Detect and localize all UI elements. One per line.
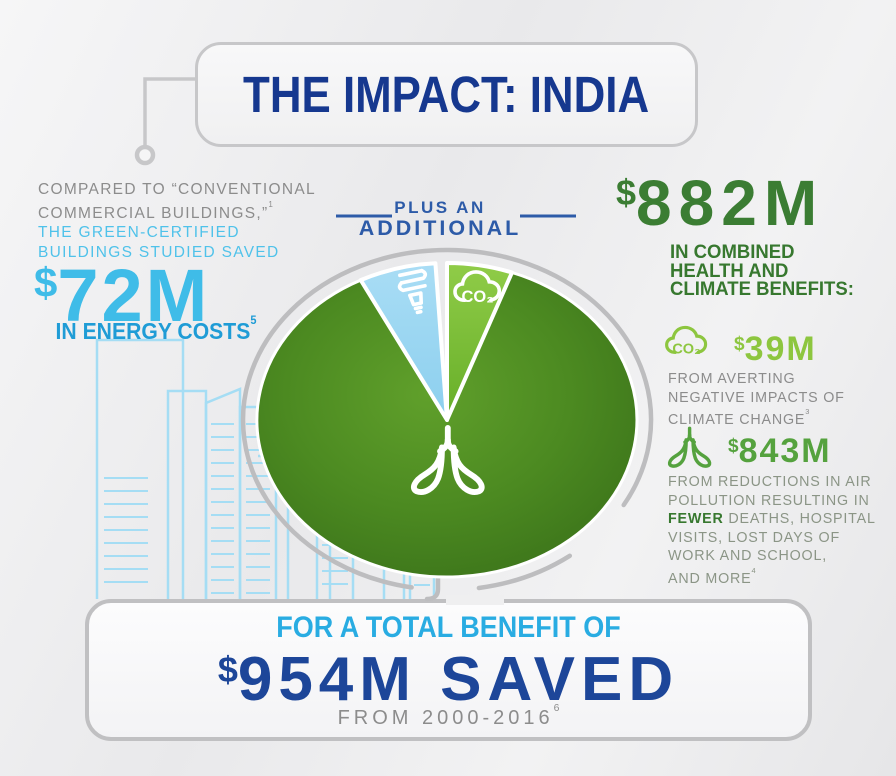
footnote-3: 3 [805,407,810,417]
plus-an-additional: PLUS AN ADDITIONAL [325,199,555,240]
pie-slice-energy [358,261,449,422]
intro-blue-line-2: BUILDINGS STUDIED SAVED [38,243,280,261]
total-benefit-caption: FOR A TOTAL BENEFIT OF [276,611,621,644]
lungs-icon-right [667,426,712,468]
co2-label: CO₂ [461,288,493,306]
combined-benefits-caption: IN COMBINED HEALTH AND CLIMATE BENEFITS: [670,243,854,299]
caption-line-1: IN COMBINED [670,241,795,263]
health-line-6: AND MORE4 [668,565,756,587]
health-line-3: FEWER DEATHS, HOSPITAL [668,511,876,528]
total-benefit-period: FROM 2000-20166 [337,702,560,729]
co2-cloud-icon-right: CO₂ [665,325,708,358]
climate-benefit-amount: $39M [734,330,817,368]
currency-sign: $ [728,436,739,457]
climate-line-1: FROM AVERTING [668,371,796,387]
total-benefit-box [85,599,812,741]
climate-benefit-paragraph: FROM AVERTING NEGATIVE IMPACTS OF CLIMAT… [668,370,845,430]
page-title: THE IMPACT: INDIA [243,66,650,123]
co2-cloud-icon: CO₂ [453,270,502,306]
energy-savings-caption: IN ENERGY COSTS5 [55,312,257,344]
health-benefit-paragraph: FROM REDUCTIONS IN AIR POLLUTION RESULTI… [668,473,876,588]
cfl-bulb-icon [395,268,435,317]
pie-chart: CO₂ [255,261,639,579]
energy-savings-amount: $72M [34,254,211,337]
intro-gray-line-2: COMMERCIAL BUILDINGS,”1 [38,200,273,222]
lungs-icon [414,428,482,492]
health-line-4: VISITS, LOST DAYS OF [668,529,840,546]
health-line-2: POLLUTION RESULTING IN [668,492,870,509]
additional-line: ADDITIONAL [358,216,522,240]
plus-an-line: PLUS AN [394,198,486,217]
pie-ring-arc [240,247,654,602]
climate-line-3: CLIMATE CHANGE3 [668,407,810,428]
fewer-emphasis: FEWER [668,511,724,528]
pie-slice-climate [445,261,514,422]
health-line-1: FROM REDUCTIONS IN AIR [668,474,872,490]
co2-label-right: CO₂ [672,342,700,358]
skyline-buildings [95,338,436,599]
currency-sign: $ [34,259,58,306]
caption-line-3: CLIMATE BENEFITS: [670,278,854,300]
intro-gray-line-1: COMPARED TO “CONVENTIONAL [38,181,316,198]
currency-sign: $ [217,649,238,690]
connector-dot-icon [134,144,156,166]
climate-line-2: NEGATIVE IMPACTS OF [668,389,845,406]
intro-blue-line-1: THE GREEN-CERTIFIED [38,224,240,242]
left-intro-paragraph: COMPARED TO “CONVENTIONAL COMMERCIAL BUI… [38,180,316,262]
currency-sign: $ [616,172,637,213]
title-connector-line [134,77,195,166]
footnote-4: 4 [751,565,756,575]
footnote-6: 6 [553,702,560,714]
currency-sign: $ [734,334,745,355]
title-box: THE IMPACT: INDIA [195,42,698,147]
combined-benefits-amount: $882M [616,167,825,239]
pie-slice-health [255,271,639,579]
footnote-1: 1 [268,200,273,210]
total-benefit-amount: $954M SAVED [217,645,680,714]
caption-line-2: HEALTH AND [670,259,789,282]
health-line-5: WORK AND SCHOOL, [668,548,827,565]
health-benefit-amount: $843M [728,432,832,470]
footnote-5: 5 [250,312,257,327]
